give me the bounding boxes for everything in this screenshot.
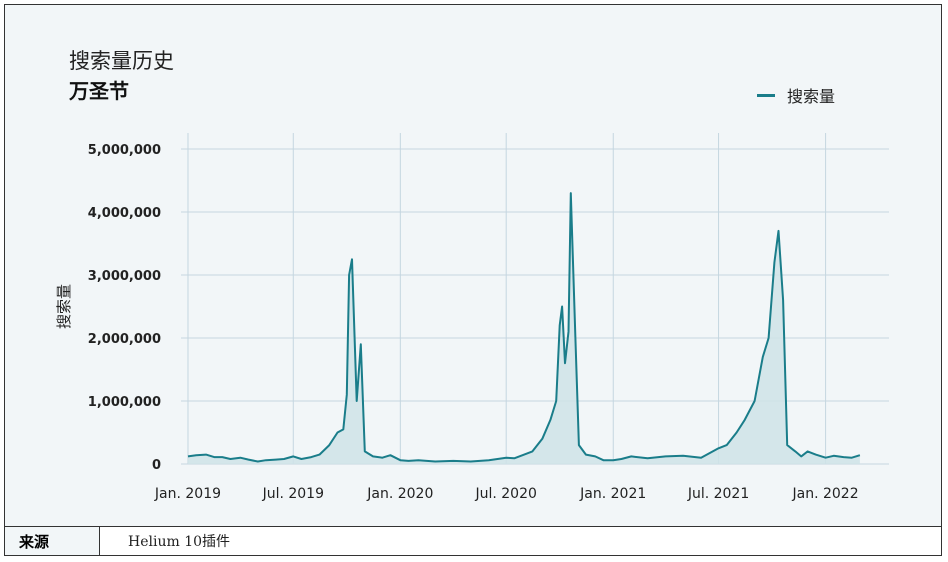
chart-subtitle: 万圣节 [69,79,129,103]
chart-svg: 0 1,000,000 2,000,000 3,000,000 4,000,000 5,0… [55,133,889,502]
x-tick-label: Jan. 2020 [366,486,433,502]
series-line [187,192,861,463]
x-tick-label: Jan. 2022 [792,486,859,502]
source-label: 来源 [5,527,100,555]
y-tick-label: 1,000,000 [88,395,161,410]
y-tick-label: 5,000,000 [88,143,161,158]
y-tick-label: 4,000,000 [88,206,161,221]
source-value: Helium 10插件 [128,534,231,550]
legend: 搜索量 [757,83,835,107]
y-axis-label: 搜索量 [55,284,73,329]
y-tick-label: 3,000,000 [88,269,161,284]
y-tick-label: 0 [152,458,161,473]
x-tick-label: Jan. 2019 [154,486,221,502]
series-area [188,193,860,464]
x-tick-label: Jul. 2019 [262,486,324,502]
y-tick-label: 2,000,000 [88,332,161,347]
chart-area: 搜索量历史 万圣节 搜索量 0 1,000,000 2,000,000 3,000,0… [5,5,941,526]
x-tick-label: Jul. 2020 [474,486,536,502]
legend-swatch [757,93,775,97]
chart-title: 搜索量历史 [69,49,174,73]
source-footer: 来源 Helium 10插件 [5,526,941,555]
legend-label: 搜索量 [787,87,836,106]
chart-frame: 搜索量历史 万圣节 搜索量 0 1,000,000 2,000,000 3,000,0… [4,4,942,556]
x-tick-label: Jan. 2021 [579,486,646,502]
x-tick-label: Jul. 2021 [687,486,749,502]
